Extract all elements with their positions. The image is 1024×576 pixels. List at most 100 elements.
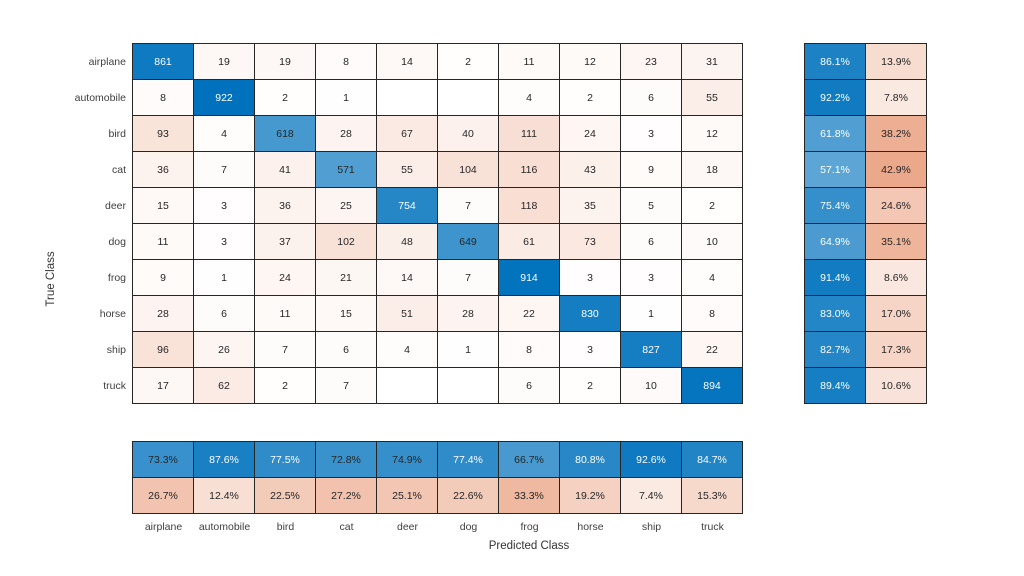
- row-summary-tpr-cell: 75.4%: [805, 188, 866, 224]
- matrix-cell: 8: [682, 296, 743, 332]
- col-summary-fdr-cell: 33.3%: [499, 478, 560, 514]
- y-tick-label: cat: [111, 164, 126, 176]
- col-summary-fdr-cell: 12.4%: [194, 478, 255, 514]
- row-summary-fnr-cell: 42.9%: [866, 152, 927, 188]
- matrix-cell: 11: [133, 224, 194, 260]
- matrix-cell: 7: [194, 152, 255, 188]
- y-tick-label: deer: [104, 200, 126, 212]
- row-summary-fnr-cell: 8.6%: [866, 260, 927, 296]
- col-summary-ppv-cell: 66.7%: [499, 442, 560, 478]
- col-summary-fdr-cell: 25.1%: [377, 478, 438, 514]
- row-summary-fnr-cell: 17.3%: [866, 332, 927, 368]
- matrix-cell: 754: [377, 188, 438, 224]
- matrix-cell: 104: [438, 152, 499, 188]
- matrix-cell: 21: [316, 260, 377, 296]
- matrix-cell: 6: [499, 368, 560, 404]
- col-summary-ppv-cell: 72.8%: [316, 442, 377, 478]
- matrix-cell: 3: [194, 188, 255, 224]
- matrix-cell: 827: [621, 332, 682, 368]
- col-summary-ppv-cell: 92.6%: [621, 442, 682, 478]
- matrix-cell: 618: [255, 116, 316, 152]
- matrix-cell: 4: [499, 80, 560, 116]
- y-tick-label: truck: [103, 380, 126, 392]
- matrix-cell: 3: [560, 260, 621, 296]
- matrix-cell: 62: [194, 368, 255, 404]
- matrix-cell: 55: [377, 152, 438, 188]
- row-summary-tpr-cell: 89.4%: [805, 368, 866, 404]
- matrix-cell: 2: [438, 44, 499, 80]
- row-summary-tpr-cell: 82.7%: [805, 332, 866, 368]
- col-summary-fdr-cell: 7.4%: [621, 478, 682, 514]
- matrix-cell: 5: [621, 188, 682, 224]
- matrix-cell: 36: [255, 188, 316, 224]
- matrix-cell: 19: [194, 44, 255, 80]
- matrix-cell: 649: [438, 224, 499, 260]
- x-tick-label: cat: [339, 521, 354, 533]
- matrix-cell-empty: [438, 80, 499, 116]
- matrix-cell: 43: [560, 152, 621, 188]
- y-tick-label: ship: [106, 344, 126, 356]
- matrix-cell: 22: [682, 332, 743, 368]
- col-summary-ppv-cell: 84.7%: [682, 442, 743, 478]
- x-tick-label: frog: [520, 521, 539, 533]
- matrix-cell-empty: [438, 368, 499, 404]
- y-tick-label: dog: [108, 236, 126, 248]
- row-summary-fnr-cell: 10.6%: [866, 368, 927, 404]
- matrix-cell: 67: [377, 116, 438, 152]
- matrix-cell: 19: [255, 44, 316, 80]
- matrix-cell: 55: [682, 80, 743, 116]
- x-tick-label: airplane: [144, 521, 183, 533]
- col-summary-ppv-cell: 77.4%: [438, 442, 499, 478]
- row-summary-fnr-cell: 7.8%: [866, 80, 927, 116]
- matrix-cell: 1: [621, 296, 682, 332]
- matrix-cell: 35: [560, 188, 621, 224]
- matrix-cell: 18: [682, 152, 743, 188]
- matrix-cell: 571: [316, 152, 377, 188]
- x-tick-label: bird: [276, 521, 295, 533]
- matrix-cell: 2: [560, 368, 621, 404]
- matrix-cell: 2: [560, 80, 621, 116]
- row-summary-fnr-cell: 35.1%: [866, 224, 927, 260]
- x-axis-title: Predicted Class: [488, 540, 570, 552]
- y-tick-label: airplane: [88, 56, 126, 68]
- matrix-cell: 8: [133, 80, 194, 116]
- matrix-cell: 28: [438, 296, 499, 332]
- row-summary-tpr-cell: 83.0%: [805, 296, 866, 332]
- matrix-cell: 6: [194, 296, 255, 332]
- matrix-cell: 37: [255, 224, 316, 260]
- matrix-cell: 41: [255, 152, 316, 188]
- matrix-cell: 31: [682, 44, 743, 80]
- matrix-cell: 48: [377, 224, 438, 260]
- row-summary-tpr-cell: 64.9%: [805, 224, 866, 260]
- x-tick-label: deer: [396, 521, 419, 533]
- col-summary-ppv-cell: 87.6%: [194, 442, 255, 478]
- matrix-cell: 14: [377, 260, 438, 296]
- matrix-cell: 9: [621, 152, 682, 188]
- matrix-cell: 830: [560, 296, 621, 332]
- x-tick-label: ship: [641, 521, 662, 533]
- col-summary-ppv-cell: 74.9%: [377, 442, 438, 478]
- x-tick-label: dog: [459, 521, 478, 533]
- col-summary-fdr-cell: 19.2%: [560, 478, 621, 514]
- matrix-cell: 1: [438, 332, 499, 368]
- matrix-cell: 26: [194, 332, 255, 368]
- matrix-cell-empty: [377, 80, 438, 116]
- matrix-cell: 96: [133, 332, 194, 368]
- matrix-cell: 6: [316, 332, 377, 368]
- matrix-cell: 12: [560, 44, 621, 80]
- col-summary-ppv-cell: 73.3%: [133, 442, 194, 478]
- row-summary-fnr-cell: 24.6%: [866, 188, 927, 224]
- matrix-cell: 14: [377, 44, 438, 80]
- matrix-cell: 25: [316, 188, 377, 224]
- matrix-cell: 7: [316, 368, 377, 404]
- matrix-cell: 23: [621, 44, 682, 80]
- matrix-cell: 11: [255, 296, 316, 332]
- matrix-cell: 22: [499, 296, 560, 332]
- matrix-cell: 3: [194, 224, 255, 260]
- matrix-cell: 61: [499, 224, 560, 260]
- row-summary-tpr-cell: 92.2%: [805, 80, 866, 116]
- column-summary-grid: 73.3% 87.6% 77.5% 72.8% 74.9% 77.4% 66.7% 80.8%…: [132, 441, 743, 514]
- matrix-cell: 10: [682, 224, 743, 260]
- matrix-cell: 3: [560, 332, 621, 368]
- matrix-cell: 4: [194, 116, 255, 152]
